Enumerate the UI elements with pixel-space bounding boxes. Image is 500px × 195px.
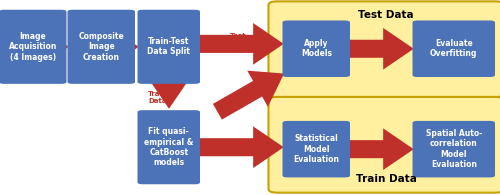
FancyBboxPatch shape: [282, 20, 350, 77]
Text: Apply
Models: Apply Models: [301, 39, 332, 58]
FancyBboxPatch shape: [412, 121, 495, 177]
FancyBboxPatch shape: [0, 10, 66, 84]
FancyBboxPatch shape: [268, 97, 500, 193]
Text: Models: Models: [238, 82, 260, 109]
Text: Train-Test
Data Split: Train-Test Data Split: [148, 37, 190, 57]
FancyBboxPatch shape: [268, 1, 500, 97]
Text: Train
Data: Train Data: [148, 91, 168, 104]
FancyBboxPatch shape: [68, 10, 135, 84]
FancyBboxPatch shape: [138, 10, 200, 84]
Text: Image
Acquisition
(4 Images): Image Acquisition (4 Images): [8, 32, 57, 62]
Text: Composite
Image
Creation: Composite Image Creation: [78, 32, 124, 62]
Text: Evaluate
Overfitting: Evaluate Overfitting: [430, 39, 478, 58]
Text: Spatial Auto-
correlation
Model
Evaluation: Spatial Auto- correlation Model Evaluati…: [426, 129, 482, 169]
Text: Train Data: Train Data: [356, 174, 416, 184]
Text: Statistical
Model
Evaluation: Statistical Model Evaluation: [293, 134, 339, 164]
FancyBboxPatch shape: [412, 20, 495, 77]
FancyBboxPatch shape: [282, 121, 350, 177]
Text: Test Data: Test Data: [358, 10, 414, 20]
Text: Fit quasi-
empirical &
CatBoost
models: Fit quasi- empirical & CatBoost models: [144, 127, 194, 167]
Text: Test
Data: Test Data: [229, 33, 247, 45]
FancyBboxPatch shape: [138, 110, 200, 184]
